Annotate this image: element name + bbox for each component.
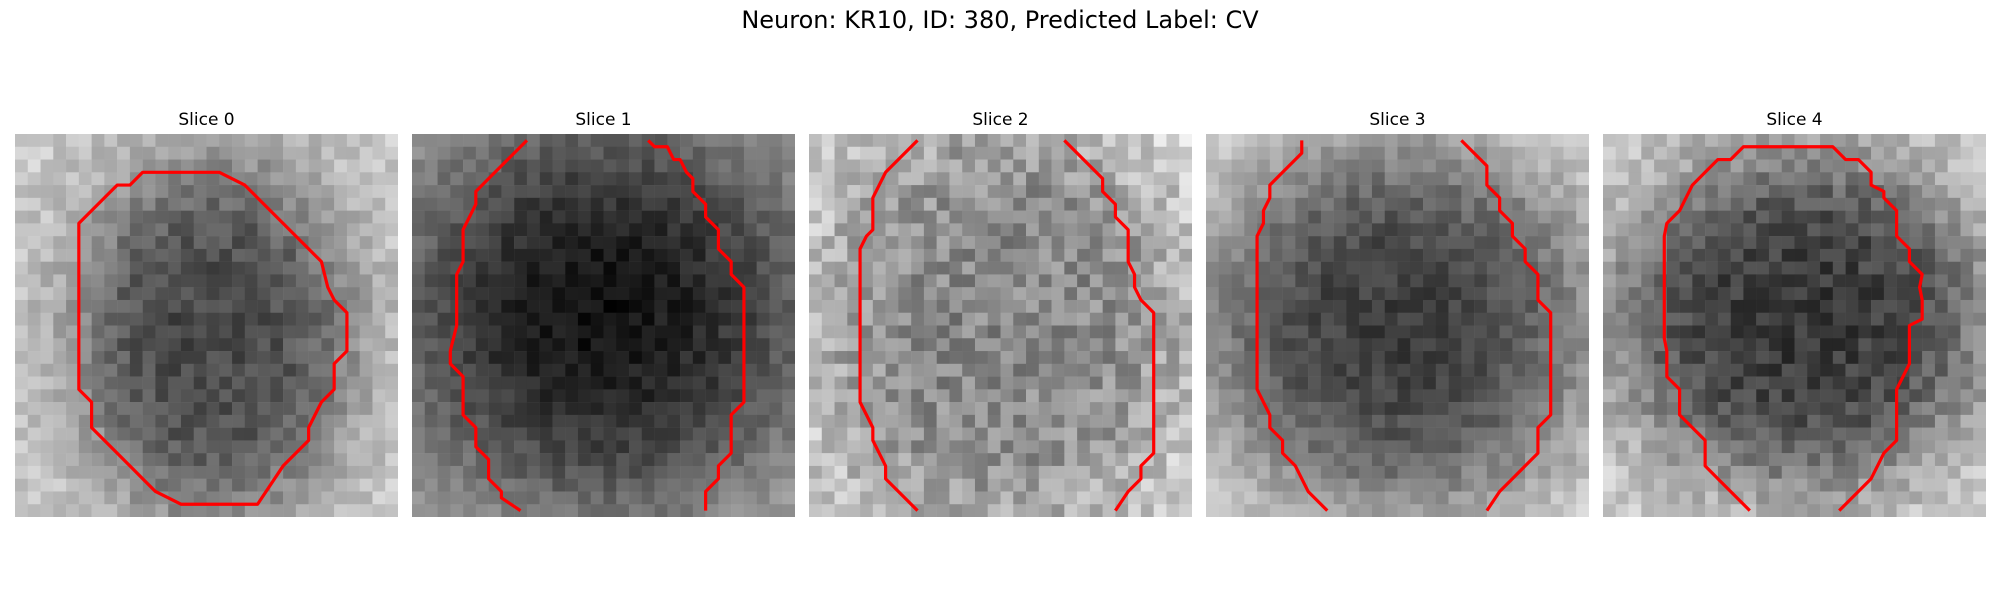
red-contour-right (1460, 139, 1553, 512)
red-contour-left (858, 139, 919, 512)
panel-title: Slice 4 (1766, 110, 1823, 130)
red-contour-left (1255, 140, 1329, 512)
pixel-grid (15, 134, 398, 517)
red-contour-right (647, 139, 746, 511)
panel-slice-0: Slice 0 (15, 108, 398, 517)
slice-2-svg (809, 134, 1192, 517)
red-contour-right (1063, 139, 1156, 512)
pixel-grid (412, 134, 795, 517)
slice-image (1603, 134, 1986, 517)
pixel-grid (809, 134, 1192, 517)
panel-title: Slice 2 (972, 110, 1029, 130)
slice-0-svg (15, 134, 398, 517)
red-contour (77, 170, 349, 506)
slice-4-svg (1603, 134, 1986, 517)
panel-slice-4: Slice 4 (1603, 108, 1986, 517)
panel-title: Slice 0 (178, 110, 235, 130)
panel-slice-2: Slice 2 (809, 108, 1192, 517)
panel-title: Slice 3 (1369, 110, 1426, 130)
slice-image (15, 134, 398, 517)
figure-title: Neuron: KR10, ID: 380, Predicted Label: … (741, 6, 1259, 34)
slice-image (809, 134, 1192, 517)
slice-3-svg (1206, 134, 1589, 517)
panel-slice-3: Slice 3 (1206, 108, 1589, 517)
panel-slice-1: Slice 1 (412, 108, 795, 517)
red-contour (1662, 145, 1924, 512)
panel-title: Slice 1 (575, 110, 632, 130)
slice-1-svg (412, 134, 795, 517)
red-contour-left (448, 139, 529, 512)
pixel-grid (1603, 134, 1986, 517)
slice-image (1206, 134, 1589, 517)
slice-image (412, 134, 795, 517)
pixel-grid (1206, 134, 1589, 517)
